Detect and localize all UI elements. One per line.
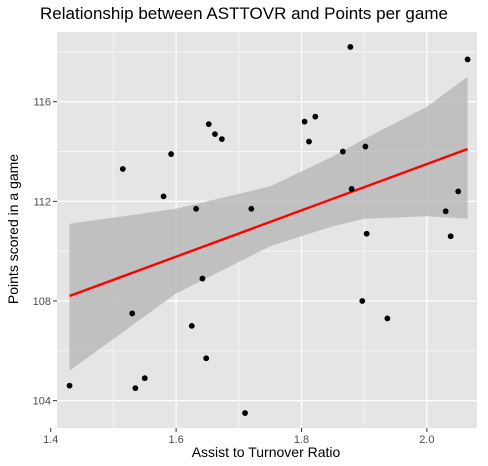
x-tick-label: 2.0 xyxy=(419,434,434,446)
data-point xyxy=(141,375,148,382)
data-point xyxy=(339,148,346,155)
x-axis-title: Assist to Turnover Ratio xyxy=(192,444,341,460)
data-point xyxy=(203,355,210,362)
x-tick-label: 1.6 xyxy=(168,434,183,446)
data-point xyxy=(363,230,370,237)
chart-title: Relationship between ASTTOVR and Points … xyxy=(40,4,448,23)
data-point xyxy=(119,166,126,172)
data-point xyxy=(160,193,167,200)
y-tick-label: 104 xyxy=(33,396,51,408)
data-point xyxy=(129,310,136,317)
data-point xyxy=(464,56,471,63)
data-point xyxy=(132,385,139,392)
data-point xyxy=(218,136,225,142)
data-point xyxy=(362,143,369,150)
data-point xyxy=(384,315,391,322)
y-tick-label: 112 xyxy=(33,196,51,208)
data-point xyxy=(301,118,308,125)
data-point xyxy=(199,275,206,282)
data-point xyxy=(248,205,255,212)
data-point xyxy=(312,113,319,120)
data-point xyxy=(348,186,355,192)
data-point xyxy=(66,382,73,389)
data-point xyxy=(306,138,312,145)
data-point xyxy=(347,44,354,50)
data-point xyxy=(193,205,200,212)
data-point xyxy=(212,131,218,138)
data-point xyxy=(188,322,195,329)
data-point xyxy=(442,208,449,215)
regression-line xyxy=(69,147,469,298)
data-point xyxy=(447,233,454,240)
y-axis-title: Points scored in a game xyxy=(5,154,21,304)
data-point xyxy=(242,410,248,416)
y-tick-label: 116 xyxy=(33,97,51,109)
y-tick-label: 108 xyxy=(33,296,51,308)
x-tick-label: 1.4 xyxy=(43,434,58,446)
x-tick-label: 1.8 xyxy=(294,434,309,446)
data-point xyxy=(205,121,212,128)
data-point xyxy=(455,188,462,195)
data-point xyxy=(168,151,174,157)
data-point xyxy=(359,298,366,304)
